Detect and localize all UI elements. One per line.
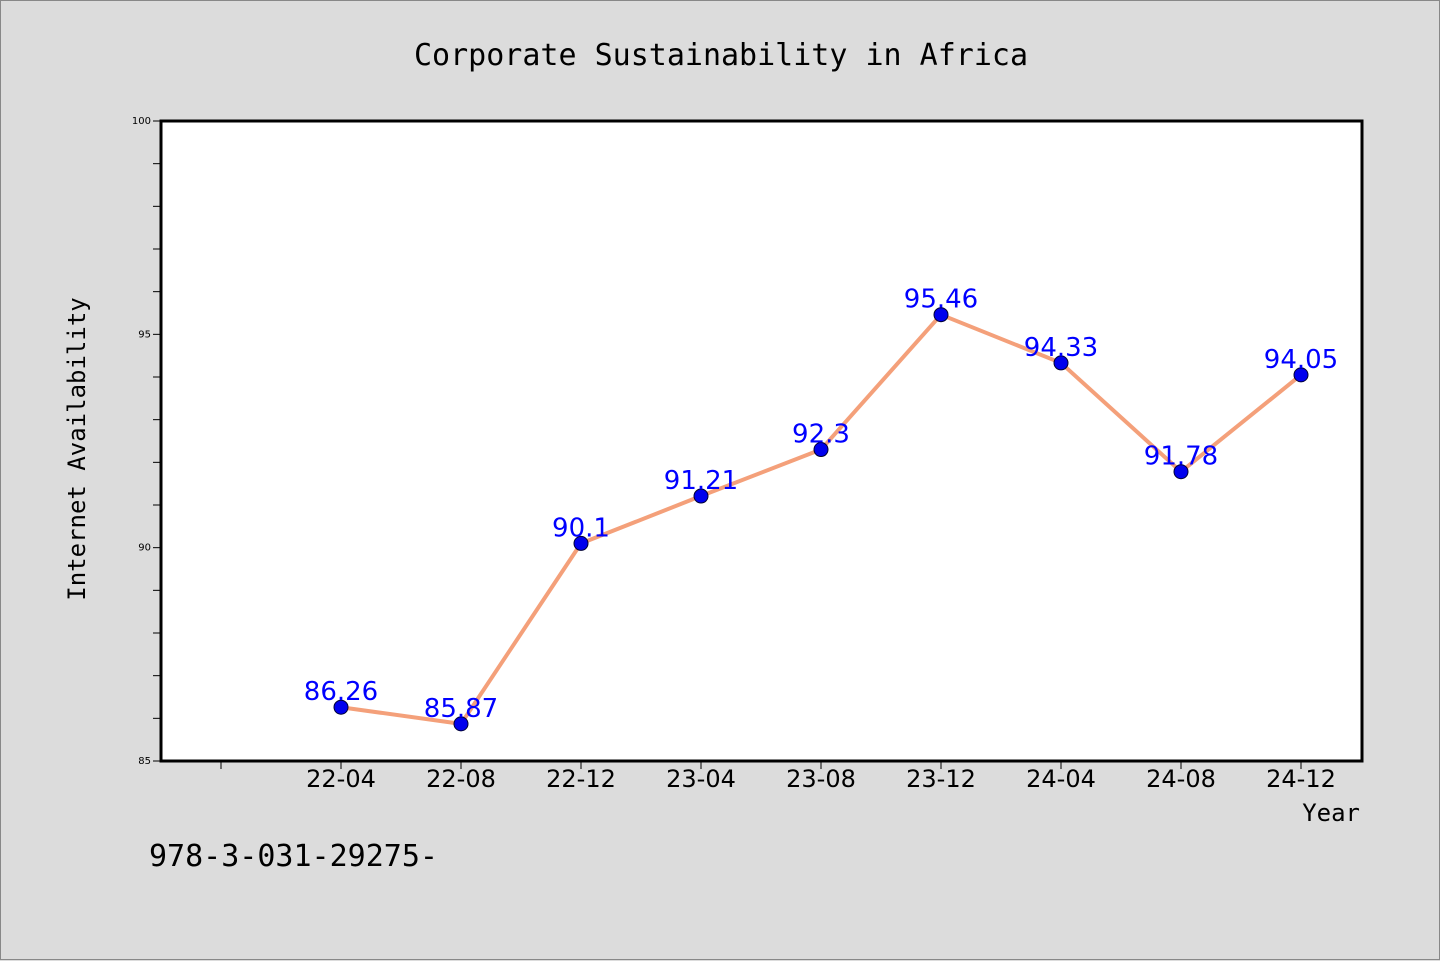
y-tick-label: 85 [138,756,151,767]
data-point [813,442,829,458]
data-label: 94.05 [1264,345,1338,375]
data-label: 86.26 [304,677,378,707]
y-tick-label: 100 [132,116,151,127]
x-axis: 22-04 22-08 22-12 23-04 23-08 23-12 24-04 24-08… [220,761,1336,793]
data-label: 85.87 [424,694,498,724]
data-label: 94.33 [1024,333,1098,363]
data-label: 95.46 [904,285,978,315]
data-point [1053,355,1069,371]
y-axis: 85 90 95 100 [132,116,161,767]
data-point [693,488,709,504]
x-tick-label: 23-08 [786,765,856,793]
x-tick-label: 22-12 [546,765,616,793]
data-point [573,535,589,551]
x-tick-label: 22-04 [306,765,376,793]
x-tick-label: 22-08 [426,765,496,793]
data-point [453,716,469,732]
plot-area [159,119,1364,763]
series-layer: 86.26 85.87 90.1 91.21 92.3 95.46 94.33 91.78 94… [304,285,1338,732]
data-label: 91.78 [1144,442,1218,472]
x-tick-label: 23-04 [666,765,736,793]
x-tick-label: 23-12 [906,765,976,793]
x-axis-title: Year [1302,799,1360,827]
data-point [333,699,349,715]
x-tick-label: 24-04 [1026,765,1096,793]
data-point [1293,367,1309,383]
y-tick-label: 90 [138,543,151,554]
data-label: 92.3 [792,420,850,450]
data-point [933,307,949,323]
x-tick-label: 24-12 [1266,765,1336,793]
x-tick-label: 24-08 [1146,765,1216,793]
footer-code: 978-3-031-29275- [149,839,438,874]
y-axis-title: Internet Availability [63,297,91,600]
y-tick-label: 95 [138,329,151,340]
chart-title: Corporate Sustainability in Africa [414,38,1028,73]
data-label: 91.21 [664,466,738,496]
data-label: 90.1 [552,513,610,543]
data-point [1173,464,1189,480]
